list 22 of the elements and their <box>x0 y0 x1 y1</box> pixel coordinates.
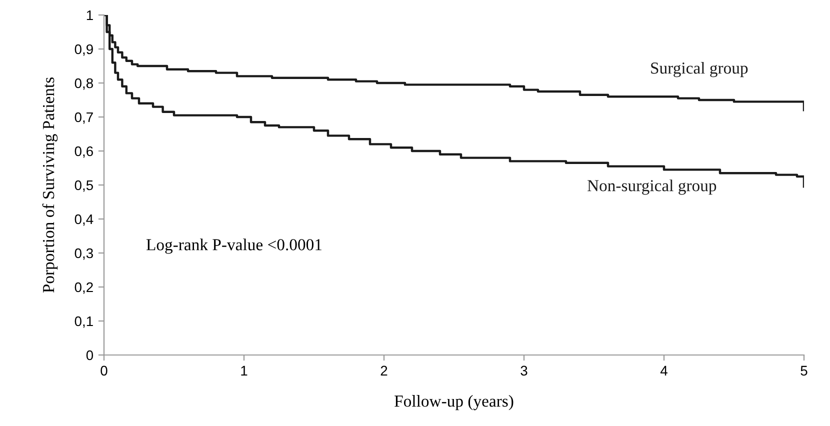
y-tick-label: 0,9 <box>74 44 93 56</box>
y-axis-title: Porportion of Surviving Patients <box>42 78 58 293</box>
y-tick-label: 0,8 <box>74 78 93 90</box>
x-tick-label: 2 <box>380 366 388 376</box>
y-tick-label: 0,3 <box>74 248 93 260</box>
y-tick-label: 0,5 <box>74 180 94 192</box>
y-tick-label: 0 <box>86 350 94 360</box>
series-label: Non-surgical group <box>587 180 716 195</box>
y-tick-label: 0,1 <box>74 316 93 328</box>
x-tick-label: 3 <box>520 366 528 376</box>
x-axis-title: Follow-up (years) <box>394 395 514 410</box>
x-tick-label: 5 <box>800 366 808 376</box>
x-tick-label: 1 <box>241 366 248 376</box>
x-tick-label: 0 <box>100 366 108 376</box>
x-tick-label: 4 <box>660 366 668 376</box>
y-tick-label: 0,6 <box>74 146 93 158</box>
y-tick-label: 0,7 <box>74 112 93 124</box>
y-tick-label: 0,4 <box>74 214 94 226</box>
annotation: Log-rank P-value <0.0001 <box>146 238 322 254</box>
series-label: Surgical group <box>651 62 748 78</box>
y-tick-label: 0,2 <box>74 282 93 294</box>
y-tick-label: 1 <box>86 10 93 20</box>
